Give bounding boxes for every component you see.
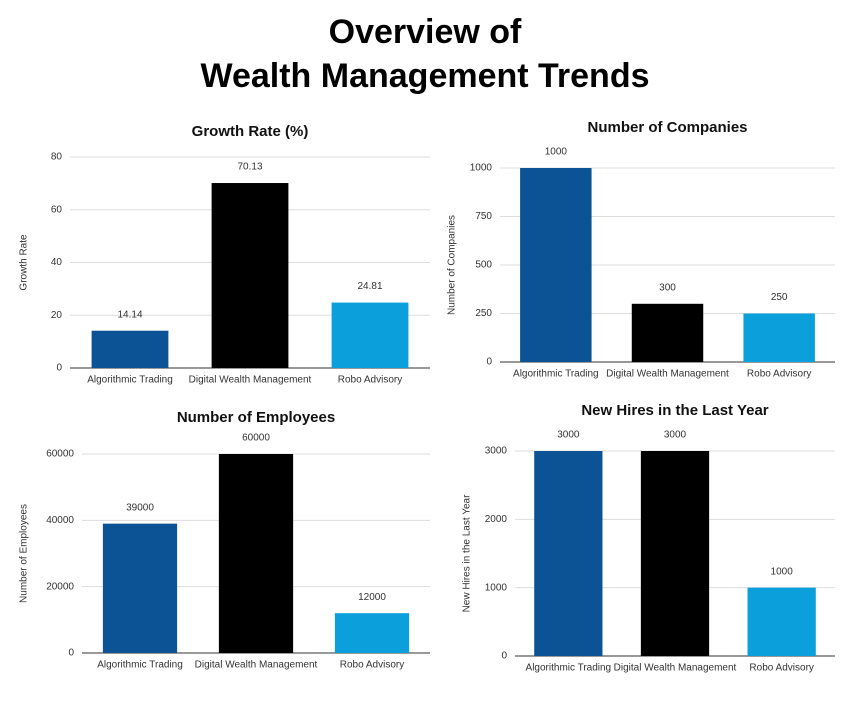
y-axis-label: Number of Employees — [19, 504, 30, 603]
chart-title: New Hires in the Last Year — [581, 402, 768, 419]
bar — [520, 168, 592, 362]
y-tick-label: 60000 — [46, 449, 74, 460]
bar — [331, 302, 409, 368]
x-tick-label: Digital Wealth Management — [606, 369, 729, 380]
x-tick-label: Robo Advisory — [338, 375, 402, 386]
bar — [631, 303, 704, 362]
bar — [91, 330, 169, 368]
y-axis-label: New Hires in the Last Year — [462, 494, 473, 613]
data-label: 250 — [771, 292, 788, 303]
x-tick-label: Robo Advisory — [749, 663, 813, 674]
y-axis-label: Number of Companies — [447, 215, 458, 315]
y-tick-label: 1000 — [485, 582, 508, 593]
x-tick-label: Digital Wealth Management — [189, 375, 312, 386]
data-label: 3000 — [557, 430, 580, 441]
x-tick-label: Digital Wealth Management — [195, 660, 318, 671]
data-label: 12000 — [358, 592, 386, 603]
y-tick-label: 80 — [51, 152, 63, 163]
y-tick-label: 1000 — [470, 163, 493, 174]
bar — [640, 451, 710, 656]
x-tick-label: Algorithmic Trading — [513, 369, 599, 380]
bar — [743, 313, 815, 362]
data-label: 24.81 — [357, 281, 382, 292]
data-label: 70.13 — [237, 162, 262, 173]
x-tick-label: Digital Wealth Management — [614, 663, 737, 674]
data-label: 39000 — [126, 502, 154, 513]
data-label: 1000 — [771, 566, 794, 577]
bar — [534, 451, 603, 656]
y-tick-label: 20 — [51, 310, 63, 321]
y-tick-label: 0 — [501, 651, 507, 662]
y-tick-label: 20000 — [46, 581, 74, 592]
y-tick-label: 250 — [475, 308, 492, 319]
x-tick-label: Algorithmic Trading — [87, 375, 173, 386]
y-tick-label: 2000 — [485, 514, 508, 525]
data-label: 300 — [659, 282, 676, 293]
y-tick-label: 0 — [56, 363, 62, 374]
y-tick-label: 0 — [486, 357, 492, 368]
bar — [211, 183, 289, 368]
y-tick-label: 3000 — [485, 446, 508, 457]
data-label: 14.14 — [117, 309, 142, 320]
bar — [218, 454, 294, 653]
y-tick-label: 40000 — [46, 515, 74, 526]
y-tick-label: 500 — [475, 260, 492, 271]
data-label: 1000 — [545, 147, 568, 158]
y-axis-label: Growth Rate — [19, 234, 30, 291]
y-tick-label: 0 — [68, 648, 74, 659]
x-tick-label: Robo Advisory — [340, 660, 404, 671]
x-tick-label: Algorithmic Trading — [526, 663, 612, 674]
page-title: Overview of — [329, 13, 522, 51]
y-tick-label: 60 — [51, 204, 63, 215]
x-tick-label: Robo Advisory — [747, 369, 811, 380]
bar — [747, 587, 816, 656]
chart-title: Number of Employees — [177, 409, 335, 426]
data-label: 60000 — [242, 433, 270, 444]
data-label: 3000 — [664, 430, 687, 441]
y-tick-label: 40 — [51, 257, 63, 268]
chart-title: Number of Companies — [587, 119, 747, 136]
bar — [102, 523, 178, 653]
y-tick-label: 750 — [475, 211, 492, 222]
bar — [334, 613, 410, 653]
page-title: Wealth Management Trends — [200, 57, 649, 95]
x-tick-label: Algorithmic Trading — [97, 660, 183, 671]
chart-title: Growth Rate (%) — [192, 123, 309, 140]
